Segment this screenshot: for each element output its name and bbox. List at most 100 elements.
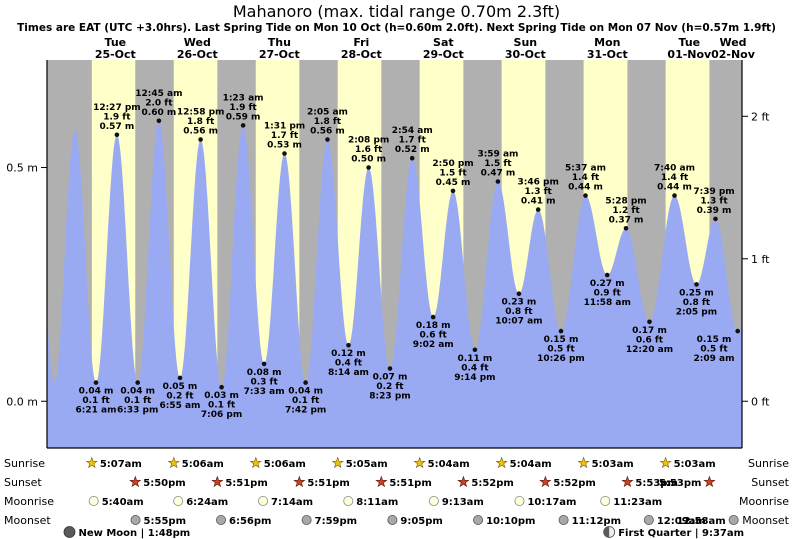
sunset-icon — [457, 475, 470, 488]
moonrise-row-label-right: Moonrise — [739, 495, 789, 508]
tide-point-dot — [219, 384, 224, 390]
sunrise-icon — [85, 456, 98, 469]
tide-annotation-low: 0.11 m — [458, 354, 493, 364]
tide-annotation-low: 7:06 pm — [201, 410, 242, 420]
first-quarter-label: First Quarter | 9:37am — [618, 528, 744, 539]
tide-annotation-low: 0.8 ft — [505, 307, 533, 317]
moonset-time: 6:56pm — [229, 516, 271, 527]
tide-point-dot — [387, 366, 393, 371]
tide-point-dot — [282, 151, 287, 156]
sunset-time: 5:52pm — [553, 478, 595, 489]
day-label-dow: Mon — [594, 36, 620, 49]
moonrise-time: 11:23am — [613, 497, 662, 508]
tide-annotation-low: 7:42 pm — [285, 406, 326, 416]
tide-point-dot — [346, 342, 351, 348]
tide-annotation-high: 1.9 ft — [103, 112, 131, 122]
tide-annotation-high: 0.45 m — [436, 178, 471, 188]
moonset-time: 12:58am — [677, 516, 726, 527]
tide-point-dot — [735, 328, 740, 334]
tide-point-dot — [156, 118, 162, 124]
moonset-icon — [130, 515, 141, 526]
moonrise-icon — [258, 495, 269, 506]
tide-annotation-low: 11:58 am — [584, 298, 631, 308]
sunrise-icon — [167, 456, 180, 469]
tide-annotation-low: 0.27 m — [590, 279, 625, 289]
tide-annotation-high: 0.41 m — [521, 197, 556, 207]
day-label-date: 27-Oct — [259, 48, 300, 61]
sunrise-icon — [659, 456, 672, 469]
tide-annotation-high: 12:58 pm — [177, 107, 225, 117]
tide-annotation-low: 0.9 ft — [594, 289, 622, 299]
moonset-time: 7:59pm — [315, 516, 357, 527]
tide-annotation-low: 0.1 ft — [124, 396, 152, 406]
moonset-time: 9:05pm — [400, 516, 442, 527]
day-label-dow: Wed — [184, 36, 211, 49]
page-subtitle: Times are EAT (UTC +3.0hrs). Last Spring… — [17, 22, 776, 34]
day-label-dow: Fri — [353, 36, 369, 49]
sunrise-time: 5:03am — [592, 459, 634, 470]
moonset-icon — [728, 515, 739, 526]
day-label-dow: Thu — [268, 36, 291, 49]
moonrise-time: 10:17am — [527, 497, 576, 508]
tide-annotation-low: 0.12 m — [331, 349, 366, 359]
tide-point-dot — [694, 282, 699, 287]
moonset-icon — [558, 515, 569, 526]
tide-annotation-low: 0.2 ft — [166, 391, 194, 401]
tide-annotation-high: 0.53 m — [267, 140, 302, 150]
tide-annotation-high: 0.57 m — [100, 122, 135, 132]
sunrise-row-label-right: Sunrise — [748, 457, 789, 470]
moonrise-icon — [88, 495, 99, 506]
sunrise-icon — [413, 456, 426, 469]
moonset-time: 10:10pm — [486, 516, 535, 527]
tide-point-dot — [261, 361, 267, 367]
tide-annotation-high: 1.8 ft — [314, 117, 342, 127]
sunset-time: 5:51pm — [307, 478, 349, 489]
tide-annotation-high: 0.56 m — [183, 126, 218, 136]
sunset-icon — [129, 475, 142, 488]
tide-annotation-high: 1.6 ft — [355, 145, 383, 155]
tide-annotation-high: 0.39 m — [697, 206, 732, 216]
tide-annotation-high: 1.4 ft — [661, 173, 689, 183]
tide-annotation-high: 2.0 ft — [145, 98, 173, 108]
tide-annotation-high: 1.3 ft — [700, 196, 728, 206]
tide-annotation-high: 2:08 pm — [348, 136, 389, 146]
sunset-icon — [539, 475, 552, 488]
tide-annotation-low: 9:14 pm — [454, 373, 495, 383]
y-axis-right-label: 2 ft — [751, 110, 770, 123]
tide-annotation-low: 0.1 ft — [208, 401, 236, 411]
sunset-time: 5:53pm — [635, 478, 677, 489]
tide-annotation-low: 0.04 m — [79, 387, 114, 397]
tide-annotation-high: 0.44 m — [568, 183, 603, 193]
moonrise-time: 9:13am — [442, 497, 484, 508]
day-label-date: 26-Oct — [177, 48, 218, 61]
tide-annotation-low: 2:05 pm — [676, 307, 717, 317]
sunrise-icon — [249, 456, 262, 469]
day-label-dow: Sat — [433, 36, 454, 49]
moonrise-icon — [514, 495, 525, 506]
tide-annotation-high: 0.47 m — [481, 169, 516, 179]
tide-annotation-high: 5:37 am — [565, 164, 606, 174]
tide-annotation-high: 0.37 m — [609, 215, 644, 225]
moonrise-time: 7:14am — [271, 497, 313, 508]
tide-point-dot — [177, 375, 183, 381]
sunset-icon — [621, 475, 634, 488]
tide-annotation-low: 6:21 am — [76, 406, 117, 416]
tide-annotation-low: 0.2 ft — [376, 382, 404, 392]
tide-annotation-high: 0.56 m — [310, 126, 345, 136]
tide-annotation-high: 12:45 am — [135, 89, 182, 99]
plot-border — [46, 60, 743, 449]
sunrise-icon — [577, 456, 590, 469]
moonrise-icon — [343, 495, 354, 506]
y-axis-left-label: 0.5 m — [6, 162, 38, 175]
moonrise-time: 6:24am — [186, 497, 228, 508]
new-moon-icon — [63, 526, 76, 538]
tide-annotation-low: 10:07 am — [495, 317, 542, 327]
moonset-icon — [387, 515, 398, 526]
tide-point-dot — [516, 291, 522, 297]
moonset-row-label-left: Moonset — [4, 514, 51, 527]
sunset-icon — [211, 475, 224, 488]
new-moon-label: New Moon | 1:48pm — [78, 528, 190, 539]
tide-point-dot — [409, 155, 415, 161]
tide-annotation-high: 2:05 am — [307, 107, 348, 117]
tide-annotation-low: 0.4 ft — [335, 359, 363, 369]
